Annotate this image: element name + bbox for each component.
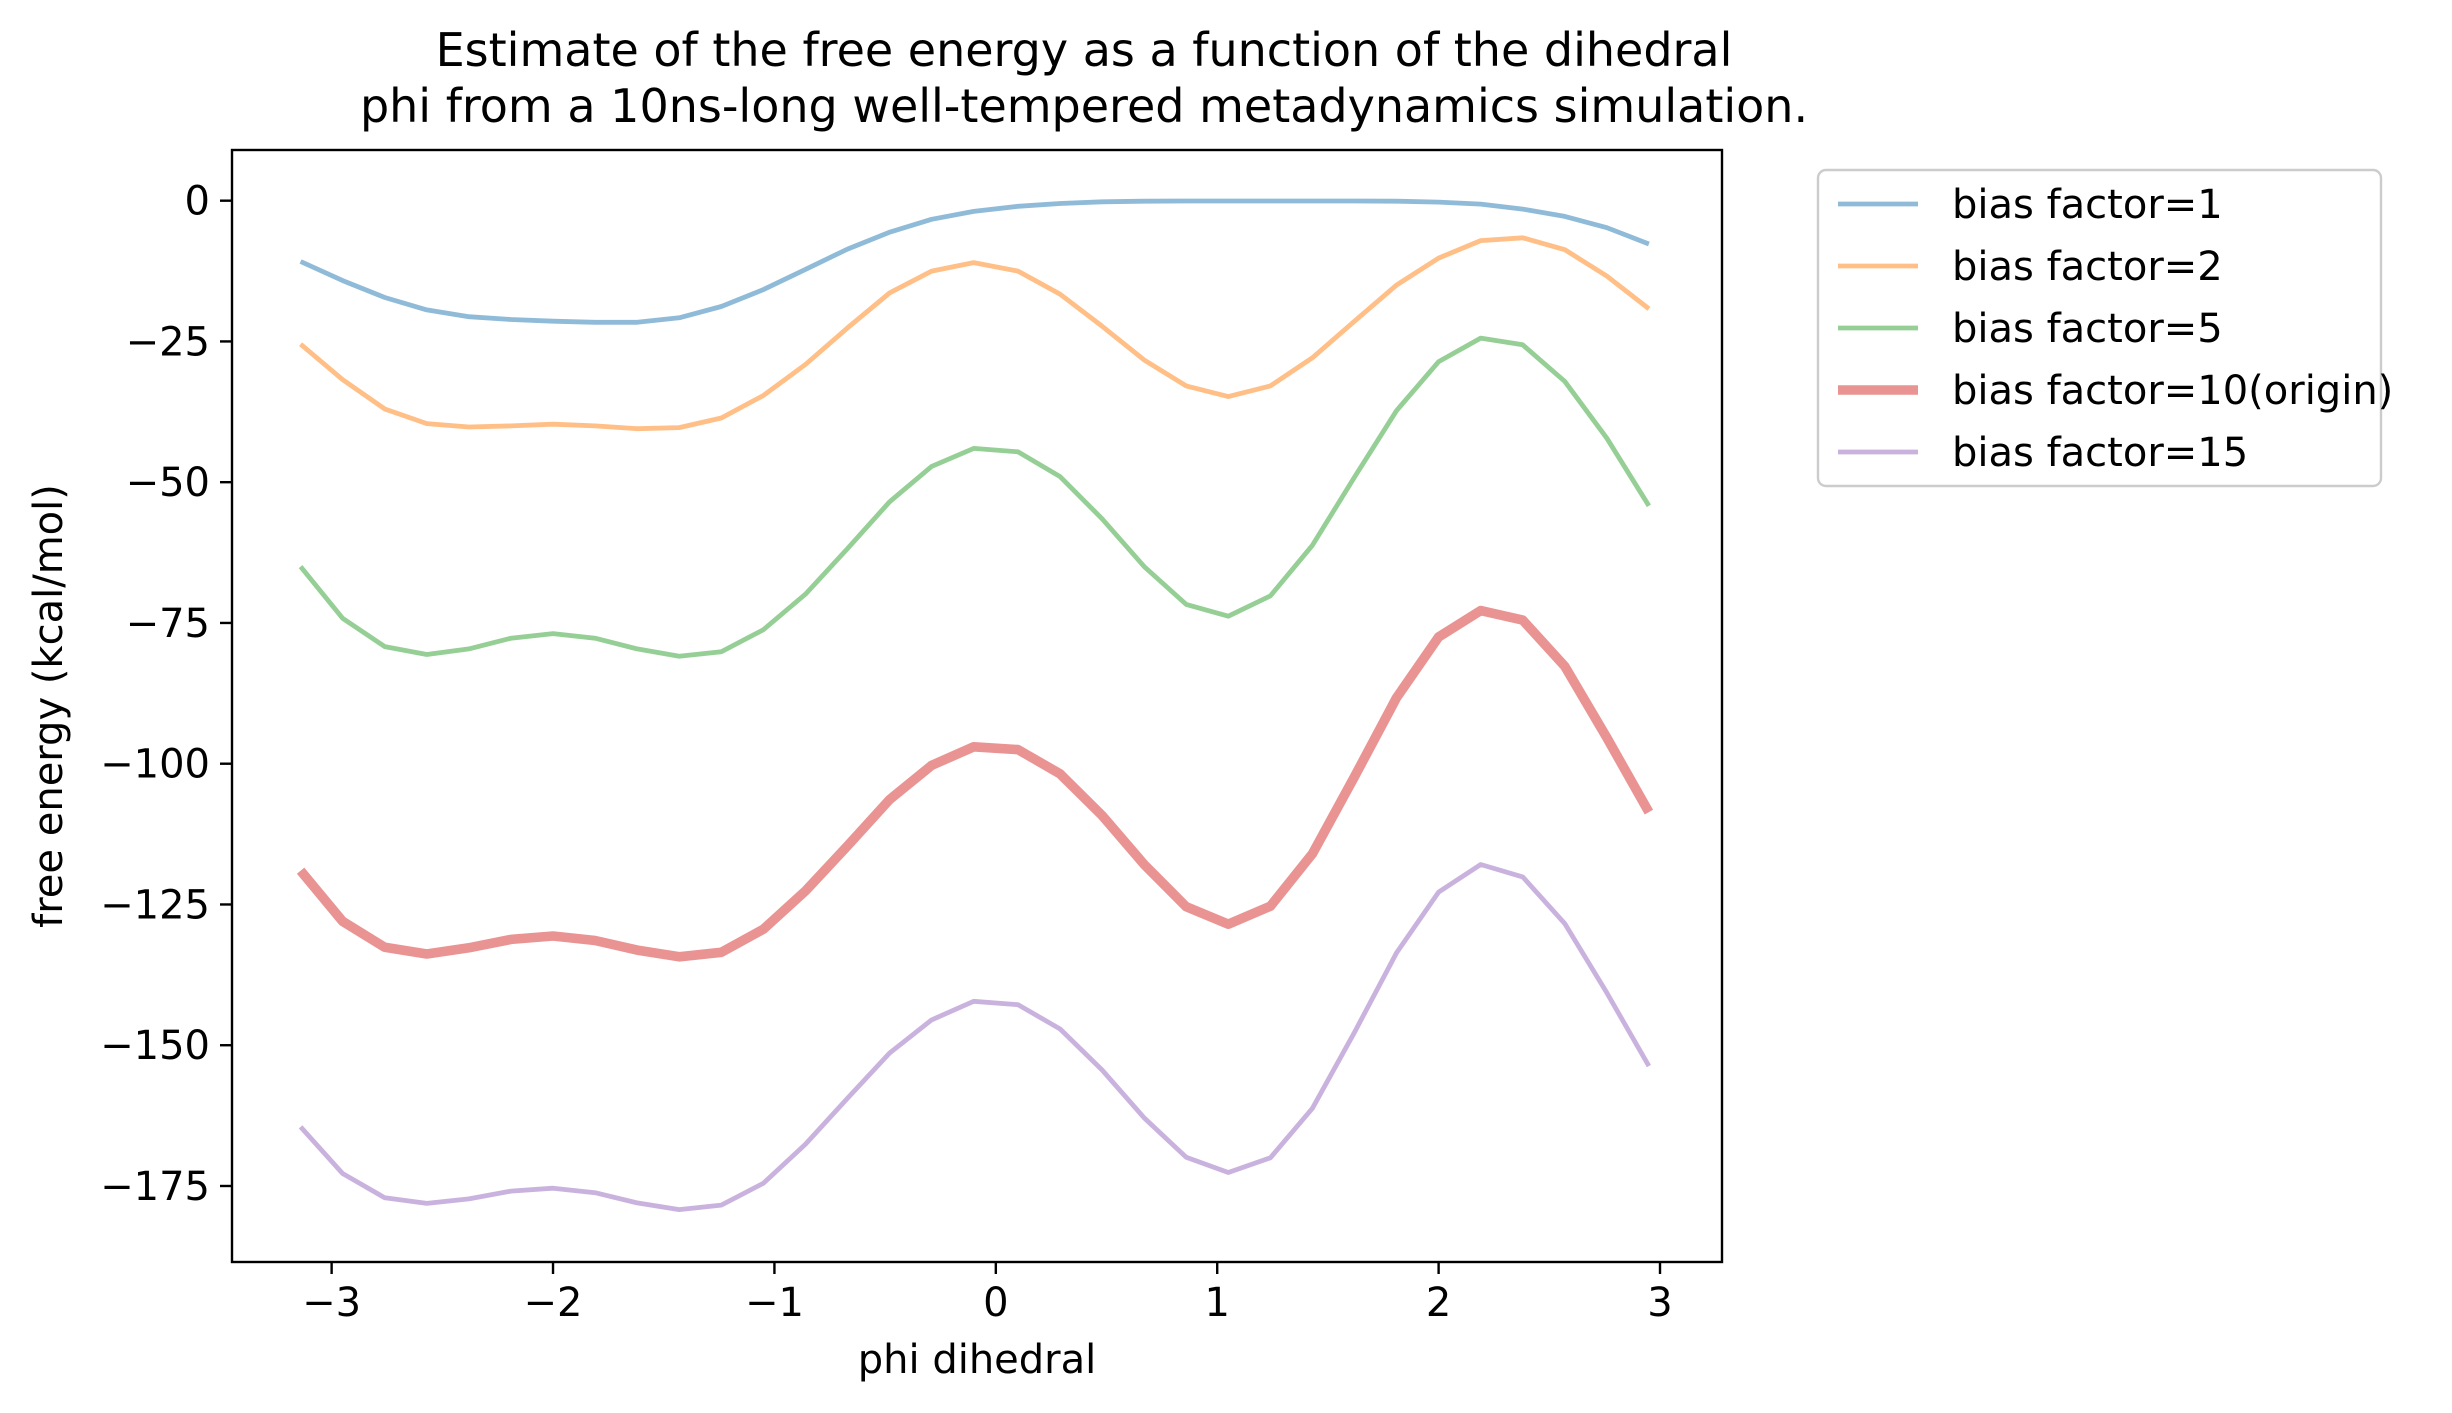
legend: bias factor=1 bias factor=2 bias factor=5 b… <box>1816 168 2393 488</box>
y-tick-label: −125 <box>100 882 210 928</box>
legend-frame <box>1816 168 2383 488</box>
plot-frame <box>230 148 1724 1264</box>
y-axis-label: free energy (kcal/mol) <box>26 484 72 928</box>
x-tick-label: 1 <box>1204 1280 1229 1326</box>
x-tick-label: 3 <box>1647 1280 1672 1326</box>
y-tick-label: 0 <box>185 179 210 225</box>
x-tick-label: −1 <box>745 1280 804 1326</box>
x-tick-label: 2 <box>1426 1280 1451 1326</box>
series-line-bias-factor-2 <box>299 235 1651 432</box>
y-tick-label: −150 <box>100 1023 210 1069</box>
series-line-bias-factor-10-origin <box>296 605 1654 962</box>
x-axis-label: phi dihedral <box>858 1337 1097 1383</box>
legend-label-bias-factor-1: bias factor=1 <box>1952 182 2223 228</box>
y-axis-ticks: 0 −25 −50 −75 −100 −125 −150 −175 <box>100 179 232 1210</box>
y-tick-label: −25 <box>126 319 210 365</box>
x-tick-label: −3 <box>302 1280 361 1326</box>
x-tick-label: −2 <box>524 1280 583 1326</box>
series-line-bias-factor-15 <box>298 862 1651 1212</box>
x-axis-ticks: −3 −2 −1 0 1 2 3 <box>302 1262 1673 1326</box>
series-layer <box>296 198 1654 1212</box>
legend-label-bias-factor-10-origin: bias factor=10(origin) <box>1952 368 2393 414</box>
y-tick-label: −75 <box>126 601 210 647</box>
legend-label-bias-factor-2: bias factor=2 <box>1952 244 2223 290</box>
legend-label-bias-factor-5: bias factor=5 <box>1952 306 2223 352</box>
y-tick-label: −50 <box>126 460 210 506</box>
chart-title-line-2: phi from a 10ns-long well-tempered metad… <box>360 79 1808 133</box>
series-line-bias-factor-1 <box>299 198 1650 325</box>
series-line-bias-factor-5 <box>298 335 1651 659</box>
legend-label-bias-factor-15: bias factor=15 <box>1952 430 2248 476</box>
y-tick-label: −100 <box>100 742 210 788</box>
y-tick-label: −175 <box>100 1164 210 1210</box>
x-tick-label: 0 <box>983 1280 1008 1326</box>
chart-title-line-1: Estimate of the free energy as a functio… <box>436 23 1733 77</box>
